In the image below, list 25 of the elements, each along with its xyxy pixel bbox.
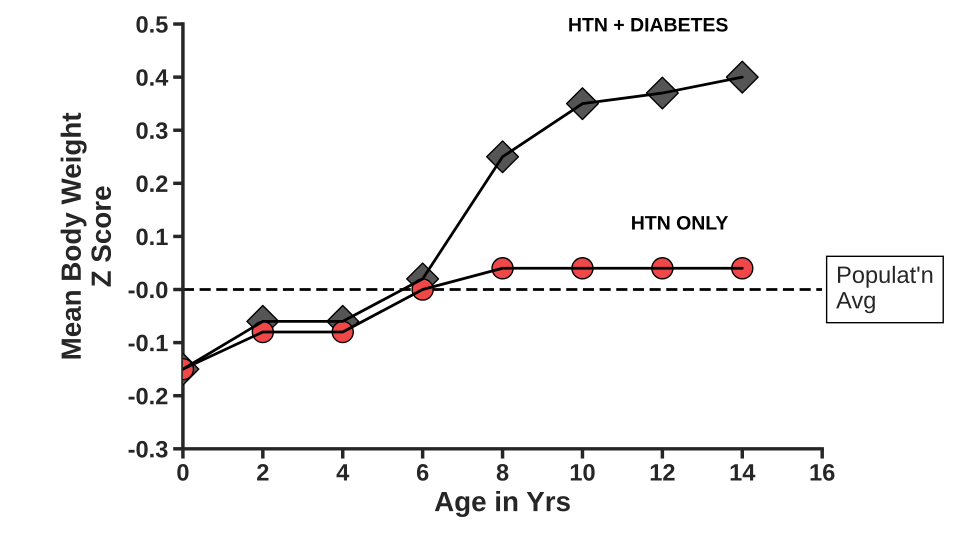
y-tick-label: -0.0 — [128, 282, 168, 298]
point — [726, 60, 759, 94]
series-label: HTN ONLY — [632, 216, 728, 230]
x-tick-label: 8 — [496, 464, 508, 481]
y-tick-label: -0.3 — [128, 440, 168, 458]
x-tick-label: 10 — [570, 464, 595, 481]
y-axis-title: Mean Body Weight Z Score — [60, 112, 112, 359]
point — [731, 257, 754, 280]
ref-line-label: Populat'n Avg — [836, 266, 932, 314]
x-tick-label: 2 — [257, 464, 268, 481]
series-label: HTN + DIABETES — [569, 18, 728, 32]
y-tick-label: 0.4 — [136, 69, 168, 86]
x-tick-label: 12 — [650, 464, 675, 481]
x-tick-label: 4 — [336, 464, 350, 481]
x-tick-label: 0 — [177, 464, 189, 481]
x-tick-label: 6 — [416, 464, 428, 481]
y-tick-label: 0.3 — [136, 122, 168, 140]
y-tick-label: 0.2 — [136, 175, 168, 192]
x-axis-title: Age in Yrs — [434, 490, 570, 517]
y-tick-label: -0.1 — [128, 334, 168, 352]
y-tick-label: 0.1 — [136, 228, 168, 246]
y-tick-label: -0.2 — [128, 388, 168, 404]
x-tick-label: 14 — [730, 464, 756, 481]
x-tick-label: 16 — [810, 464, 834, 481]
y-tick-label: 0.5 — [136, 16, 168, 33]
